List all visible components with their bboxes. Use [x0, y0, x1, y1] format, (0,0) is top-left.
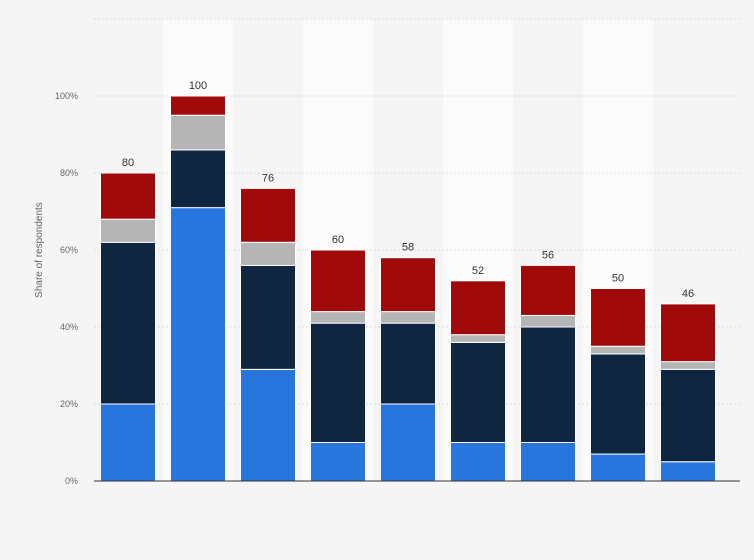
bars — [100, 95, 716, 482]
bar-segment — [100, 172, 156, 220]
y-tick-label: 40% — [60, 322, 78, 332]
bar-stack — [170, 95, 226, 482]
bar-segment — [450, 334, 506, 343]
bar-segment — [310, 249, 366, 313]
bar-segment — [240, 187, 296, 243]
bar-segment — [660, 461, 716, 482]
bar-segment — [170, 149, 226, 209]
bar-segment — [240, 241, 296, 266]
y-tick-label: 20% — [60, 399, 78, 409]
y-tick-label: 80% — [60, 168, 78, 178]
y-tick-label: 60% — [60, 245, 78, 255]
total-label: 50 — [612, 273, 624, 285]
bar-segment — [590, 345, 646, 355]
bar-segment — [380, 257, 436, 313]
total-label: 76 — [262, 172, 274, 184]
bar-segment — [450, 442, 506, 482]
bar-stack — [100, 172, 156, 482]
bar-segment — [380, 311, 436, 324]
bar-segment — [240, 368, 296, 482]
bar-segment — [170, 207, 226, 482]
y-tick-label: 100% — [55, 91, 78, 101]
bar-stack — [660, 303, 716, 482]
bar-stack — [520, 264, 576, 482]
bar-segment — [660, 303, 716, 363]
bar-segment — [100, 403, 156, 482]
bar-segment — [310, 322, 366, 443]
bar-segment — [380, 322, 436, 405]
bar-segment — [240, 264, 296, 370]
total-label: 80 — [122, 157, 134, 169]
bar-segment — [520, 314, 576, 328]
bar-stack — [310, 249, 366, 482]
bar-segment — [310, 442, 366, 482]
bar-segment — [170, 114, 226, 151]
bar-segment — [450, 341, 506, 443]
bar-stack — [380, 257, 436, 482]
bar-segment — [590, 453, 646, 482]
bar-segment — [590, 353, 646, 455]
y-axis-title: Share of respondents — [34, 202, 45, 298]
bar-segment — [100, 241, 156, 405]
total-label: 58 — [402, 242, 414, 254]
y-axis-tick-labels: 0% 20% 40% 60% 80% 100% — [55, 91, 78, 486]
bar-segment — [170, 95, 226, 116]
total-label: 60 — [332, 234, 344, 246]
bar-stack — [450, 280, 506, 482]
bar-segment — [100, 218, 156, 243]
total-label: 52 — [472, 265, 484, 277]
bar-stack — [240, 187, 296, 482]
bar-segment — [310, 311, 366, 324]
bar-segment — [380, 403, 436, 482]
total-labels: 80 100 76 60 58 52 56 50 46 — [122, 80, 694, 300]
bar-segment — [520, 442, 576, 482]
bar-segment — [520, 326, 576, 443]
bar-segment — [520, 264, 576, 316]
total-label: 100 — [189, 80, 207, 92]
bar-segment — [660, 368, 716, 463]
bar-stack — [590, 288, 646, 482]
bar-segment — [590, 288, 646, 347]
y-tick-label: 0% — [65, 476, 78, 486]
total-label: 46 — [682, 288, 694, 300]
total-label: 56 — [542, 249, 554, 261]
bar-segment — [450, 280, 506, 336]
bar-segment — [660, 361, 716, 370]
